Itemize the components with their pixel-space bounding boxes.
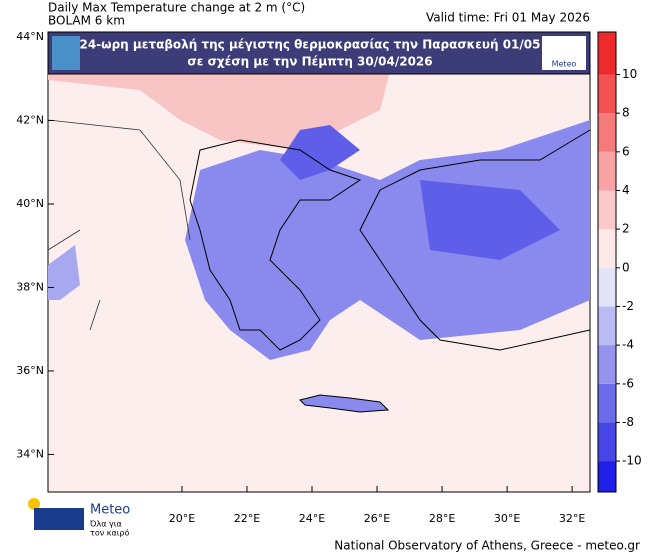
- x-tick-label: 22°E: [234, 512, 260, 525]
- colorbar-tick-label: -2: [622, 299, 634, 313]
- logo-mark: [34, 508, 84, 530]
- colorbar-tick-label: 8: [622, 106, 630, 120]
- banner-logo-box: [542, 36, 586, 70]
- footer-slogan-2: τον καιρό: [90, 528, 129, 538]
- cool-area: [185, 120, 590, 360]
- x-tick-label: 24°E: [299, 512, 325, 525]
- colorbar-band: [598, 74, 616, 114]
- colorbar-tick-label: 6: [622, 144, 630, 158]
- colorbar-band: [598, 190, 616, 230]
- x-tick-label: 20°E: [169, 512, 195, 525]
- coastline-greece: [189, 139, 362, 351]
- banner-line2: σε σχέση με την Πέμπτη 30/04/2026: [187, 55, 432, 69]
- model: BOLAM 6 km: [48, 14, 125, 28]
- y-tick-label: 44°N: [16, 30, 44, 43]
- colorbar-tick-label: -10: [622, 454, 642, 468]
- colorbar-band: [598, 383, 616, 423]
- colorbar-band: [598, 306, 616, 346]
- coastline-adriatic: [47, 119, 191, 331]
- coastline-turkey: [359, 129, 591, 351]
- cool-area-italy: [48, 245, 80, 300]
- thermometer-icon: [52, 36, 80, 70]
- colorbar-band: [598, 151, 616, 191]
- colorbar-tick-label: -6: [622, 376, 634, 390]
- banner: [47, 31, 591, 75]
- colorbar-tick-label: -4: [622, 338, 634, 352]
- map: [47, 31, 591, 493]
- y-tick-label: 36°N: [16, 364, 44, 377]
- crete: [299, 394, 390, 413]
- colorbar-tick-label: 4: [622, 183, 630, 197]
- colorbar-band: [598, 113, 616, 152]
- cold-core: [280, 125, 560, 260]
- credit: National Observatory of Athens, Greece -…: [334, 539, 640, 553]
- title: Daily Max Temperature change at 2 m (°C): [48, 1, 305, 15]
- y-tick-label: 34°N: [16, 447, 44, 460]
- y-tick-label: 40°N: [16, 197, 44, 210]
- valid-time: Valid time: Fri 01 May 2026: [426, 11, 590, 25]
- colorbar-band: [598, 422, 616, 462]
- banner-line1: 24-ωρη μεταβολή της μέγιστης θερμοκρασία…: [79, 38, 540, 52]
- colorbar-band: [598, 267, 616, 307]
- colorbar-band: [598, 461, 616, 492]
- x-tick-label: 32°E: [559, 512, 585, 525]
- footer-slogan-1: Όλα για: [89, 519, 122, 529]
- x-tick-label: 28°E: [429, 512, 455, 525]
- colorbar-tick-label: -8: [622, 415, 634, 429]
- colorbar-tick-label: 2: [622, 222, 630, 236]
- logo-sun: [28, 498, 40, 510]
- x-tick-label: 30°E: [494, 512, 520, 525]
- y-tick-label: 38°N: [16, 280, 44, 293]
- footer-logo: Meteo: [90, 503, 130, 518]
- banner-logo: Meteo: [552, 60, 577, 69]
- colorbar-band: [598, 229, 616, 268]
- y-tick-label: 42°N: [16, 113, 44, 126]
- colorbar-band: [598, 32, 616, 75]
- colorbar-frame: [597, 31, 617, 493]
- colorbar-tick-label: 0: [622, 260, 630, 274]
- colorbar-band: [598, 345, 616, 384]
- colorbar-tick-label: 10: [622, 67, 637, 81]
- x-tick-label: 26°E: [364, 512, 390, 525]
